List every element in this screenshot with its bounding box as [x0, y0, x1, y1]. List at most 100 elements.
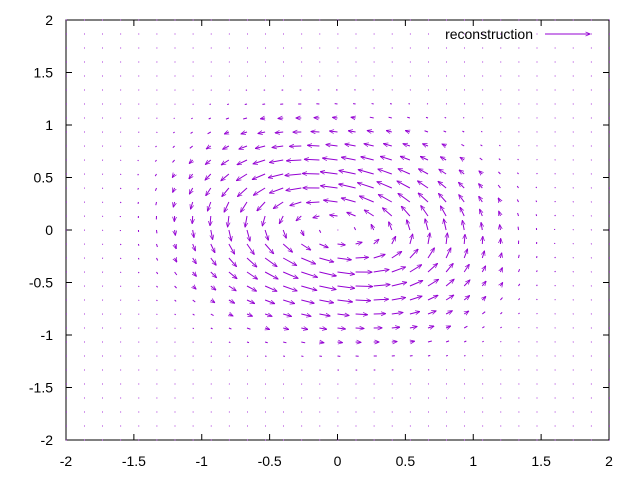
vector-arrow — [482, 326, 485, 329]
vector-arrow — [480, 130, 483, 133]
vector-arrow — [389, 222, 392, 231]
vector-arrow — [307, 202, 320, 203]
vector-arrow — [155, 201, 157, 206]
vector-arrow — [418, 193, 429, 203]
vector-arrow — [283, 341, 287, 344]
vector-arrow — [337, 244, 346, 245]
vector-arrow — [319, 299, 333, 303]
vector-arrow — [311, 131, 320, 132]
vector-arrow — [421, 206, 429, 217]
vector-arrow — [156, 257, 159, 261]
vector-arrow — [119, 187, 122, 190]
vector-arrow — [273, 201, 284, 208]
vector-arrow — [229, 229, 231, 241]
vector-arrow — [482, 266, 485, 273]
vector-arrow — [319, 328, 326, 329]
vector-arrow — [500, 326, 502, 329]
vector-arrow — [459, 182, 465, 189]
vector-arrow — [383, 208, 393, 217]
y-tick-label: -0.5 — [29, 275, 53, 291]
vector-arrow — [192, 215, 193, 224]
vector-arrow — [301, 243, 310, 250]
vector-arrow — [223, 146, 230, 149]
vector-arrow — [339, 184, 356, 189]
vector-arrows — [65, 19, 610, 441]
vector-arrow — [445, 263, 453, 273]
vector-arrow — [446, 326, 451, 328]
vector-arrow — [369, 116, 374, 119]
vector-arrow — [320, 172, 338, 174]
vector-arrow — [308, 145, 320, 146]
vector-arrow — [239, 146, 248, 149]
vector-arrow — [238, 187, 248, 196]
vector-arrow — [138, 299, 140, 301]
vector-arrow — [208, 117, 212, 120]
vector-arrow — [498, 158, 501, 161]
vector-arrow — [156, 313, 158, 315]
vector-arrow — [285, 174, 302, 176]
vector-arrow — [137, 187, 139, 190]
vector-arrow — [459, 170, 465, 174]
vector-arrow — [464, 234, 465, 245]
vector-arrow — [237, 173, 248, 181]
vector-arrow — [228, 243, 235, 254]
vector-arrow — [518, 298, 521, 301]
vector-arrow — [241, 132, 248, 134]
vector-arrow — [425, 116, 429, 119]
vector-arrow — [301, 341, 306, 344]
vector-arrow — [347, 212, 356, 217]
vector-arrow — [290, 201, 302, 206]
vector-arrow — [554, 270, 556, 273]
vector-arrow — [221, 173, 230, 181]
vector-arrow — [463, 325, 468, 329]
vector-arrow — [518, 312, 520, 315]
vector-arrow — [279, 215, 284, 224]
vector-arrow — [440, 206, 447, 217]
vector-arrow — [174, 313, 176, 316]
vector-arrow — [210, 327, 213, 330]
vector-arrow — [418, 181, 429, 189]
vector-arrow — [283, 328, 288, 329]
vector-arrow — [517, 212, 519, 217]
vector-arrow — [420, 157, 429, 161]
vector-arrow — [301, 257, 315, 264]
vector-arrow — [265, 328, 269, 329]
vector-arrow — [211, 229, 213, 239]
vector-arrow — [536, 159, 538, 161]
vector-arrow — [518, 283, 521, 287]
vector-arrow — [189, 173, 193, 179]
vector-arrow — [443, 130, 447, 133]
vector-arrow — [518, 269, 521, 273]
vector-arrow — [536, 298, 538, 301]
vector-arrow — [479, 184, 483, 188]
vector-arrow — [210, 286, 216, 290]
vector-arrow — [252, 173, 266, 179]
vector-arrow — [229, 314, 233, 316]
vector-arrow — [193, 286, 196, 289]
vector-arrow — [287, 160, 302, 161]
vector-arrow — [554, 256, 556, 259]
vector-arrow — [222, 187, 230, 197]
vector-arrow — [339, 171, 356, 175]
vector-arrow — [355, 314, 368, 315]
vector-arrow — [342, 157, 356, 161]
vector-arrow — [210, 243, 215, 253]
vector-arrow — [155, 145, 157, 148]
y-tick-label: 0.5 — [34, 170, 54, 186]
vector-arrow — [371, 224, 373, 231]
vector-arrow — [193, 257, 197, 264]
vector-arrow — [119, 201, 122, 204]
x-tick-label: 2 — [605, 453, 613, 469]
vector-arrow — [367, 131, 374, 132]
vector-arrow — [403, 144, 411, 146]
vector-arrow — [355, 328, 364, 329]
vector-arrow — [409, 296, 422, 301]
vector-arrow — [228, 257, 237, 266]
vector-arrow — [175, 229, 176, 235]
vector-arrow — [173, 188, 175, 192]
vector-arrow — [191, 117, 193, 120]
vector-arrow — [500, 311, 503, 315]
vector-arrow — [410, 341, 415, 342]
vector-arrow — [321, 186, 338, 188]
vector-arrow — [499, 144, 501, 147]
